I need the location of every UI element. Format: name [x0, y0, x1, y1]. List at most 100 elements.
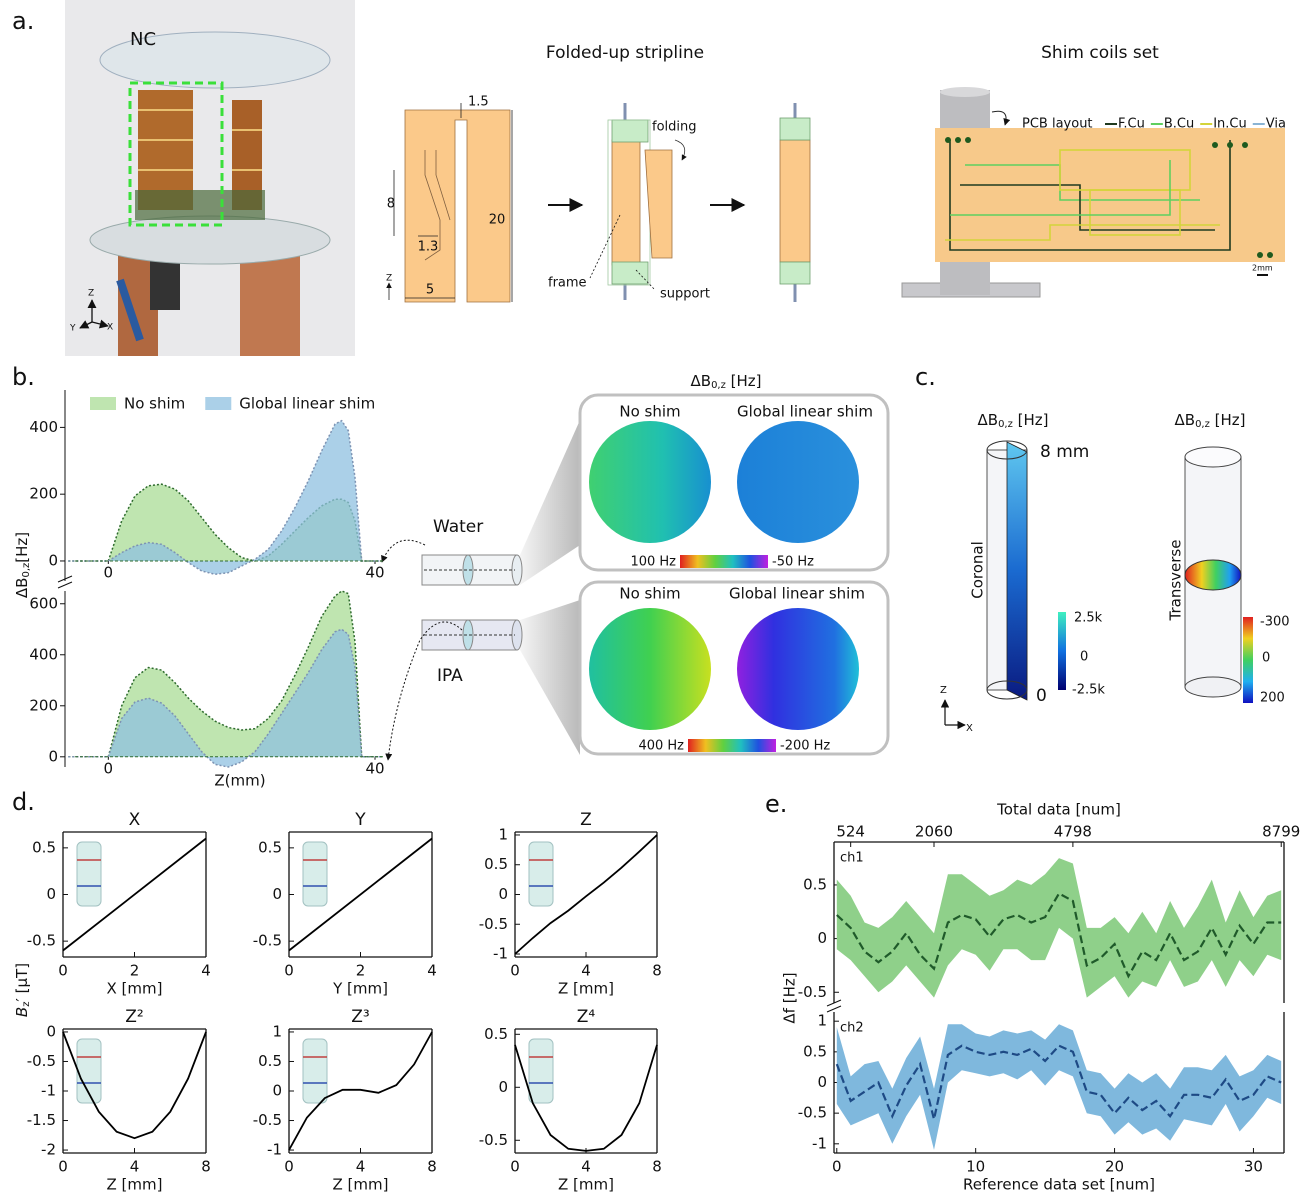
y-tick-label: -0.5: [798, 983, 827, 1001]
symbol: ΔB: [691, 372, 712, 390]
series-label: ch2: [840, 1021, 864, 1036]
y-tick-label: 0.5: [258, 838, 282, 856]
y-tick-label: 0: [498, 1078, 508, 1096]
colorbar-label: 2.5k: [1074, 611, 1103, 626]
x-tick-label: 4: [201, 962, 211, 980]
sample-label: IPA: [437, 666, 463, 686]
axis-label: Z: [386, 274, 392, 284]
colorbar-label: 0: [1080, 650, 1088, 665]
coil-icon: [77, 842, 101, 906]
colorbar-title: ΔB0,z [Hz]: [978, 411, 1049, 431]
x-tick-label: 30: [1244, 1158, 1263, 1176]
x-tick-label: 10: [966, 1158, 985, 1176]
label: NC: [130, 29, 156, 50]
unit: ′ [μT]: [13, 963, 31, 1002]
stripline-diagram: [389, 103, 810, 302]
y-tick-label: -0.5: [479, 1131, 508, 1149]
x-tick-label: 4: [130, 1158, 140, 1176]
y-tick-label: 0: [48, 747, 58, 765]
y-tick-label: -0.5: [253, 932, 282, 950]
x-axis-title: Y [mm]: [332, 980, 388, 998]
x2-tick-label: 524: [836, 823, 865, 841]
x-tick-label: 0: [832, 1158, 842, 1176]
chart-title: X: [129, 810, 141, 830]
y-tick-label: -0.5: [27, 1052, 56, 1070]
plane-label: Coronal: [969, 541, 987, 599]
coil-icon: [529, 1039, 553, 1103]
coil-icon: [303, 1039, 327, 1103]
panel-label: c.: [915, 363, 936, 391]
annotation: 8 mm: [1040, 442, 1089, 462]
dimension: 1.3: [418, 240, 439, 255]
y-tick-label: 0: [498, 885, 508, 903]
annotation: 0: [1036, 686, 1047, 706]
unit: [Hz]: [13, 532, 31, 563]
x-tick-label: 20: [1105, 1158, 1124, 1176]
x-axis-title: Z [mm]: [107, 1176, 163, 1192]
x-tick-label: 0: [104, 759, 114, 777]
scale-bar: 2mm: [1252, 264, 1273, 273]
plane-label: Transverse: [1167, 540, 1185, 622]
y-tick-label: 1: [272, 1022, 282, 1040]
x-tick-label: 0: [104, 563, 114, 581]
dimension: 20: [489, 213, 506, 228]
y-tick-label: -0.5: [27, 932, 56, 950]
y-tick-label: 0: [817, 929, 827, 947]
x-tick-label: 2: [130, 962, 140, 980]
x-axis-title: X [mm]: [107, 980, 163, 998]
y-tick-label: -1: [41, 1082, 56, 1100]
legend-label: F.Cu: [1118, 117, 1145, 132]
x-tick-label: 8: [652, 962, 662, 980]
annotation: folding: [652, 120, 697, 135]
y-tick-label: 0: [46, 1022, 56, 1040]
x-tick-label: 0: [58, 1158, 68, 1176]
y-tick-label: 1: [817, 1012, 827, 1030]
colorbar-label: -50 Hz: [772, 555, 814, 570]
x-tick-label: 4: [427, 962, 437, 980]
x-axis-title: Z [mm]: [558, 1176, 614, 1192]
x2-axis-title: Total data [num]: [996, 801, 1121, 819]
subscript: 0,z: [998, 419, 1013, 430]
y-tick-label: 0.5: [258, 1052, 282, 1070]
map-label: No shim: [619, 403, 680, 421]
dimension: 1.5: [468, 95, 489, 110]
y-tick-label: -1: [493, 945, 508, 963]
y-tick-label: 400: [29, 418, 58, 436]
x-tick-label: 8: [201, 1158, 211, 1176]
x-tick-label: 40: [365, 759, 384, 777]
sample-label: Water: [433, 517, 483, 537]
subscript: 0,z: [1195, 419, 1210, 430]
x-tick-label: 40: [365, 563, 384, 581]
x-tick-label: 8: [652, 1158, 662, 1176]
photo: [65, 0, 355, 356]
annotation: frame: [548, 276, 587, 291]
colorbar-label: -300: [1260, 615, 1290, 630]
axis-label: Z: [940, 685, 947, 696]
axis-label: Z: [88, 289, 94, 299]
subscript: 0,z: [711, 380, 726, 391]
x-tick-label: 0: [284, 962, 294, 980]
sample-tubes: [382, 395, 888, 760]
colorbar-label: 0: [1262, 651, 1270, 666]
x-tick-label: 4: [356, 1158, 366, 1176]
axis-label: X: [107, 323, 113, 333]
dimension: 5: [426, 283, 434, 298]
legend-label: Global linear shim: [239, 395, 375, 413]
y-tick-label: 0: [272, 1082, 282, 1100]
y-tick-label: 200: [29, 485, 58, 503]
y-tick-label: 0.5: [803, 1042, 827, 1060]
legend-label: In.Cu: [1213, 117, 1247, 132]
y-tick-label: -1: [267, 1141, 282, 1159]
x2-tick-label: 8799: [1262, 823, 1300, 841]
y-tick-label: 0: [817, 1073, 827, 1091]
x-axis-title: Z [mm]: [558, 980, 614, 998]
x-tick-label: 8: [427, 1158, 437, 1176]
colorbar-label: 100 Hz: [630, 555, 676, 570]
unit: [Hz]: [726, 372, 762, 390]
page: a. b. c. d. e. NC Z X Y Folded-up stripl…: [0, 0, 1300, 1192]
y-tick-label: -0.5: [798, 1104, 827, 1122]
series-label: ch1: [840, 851, 864, 866]
y-axis-title: ΔB0,z[Hz]: [13, 532, 33, 598]
chart-title: Z: [580, 810, 592, 830]
